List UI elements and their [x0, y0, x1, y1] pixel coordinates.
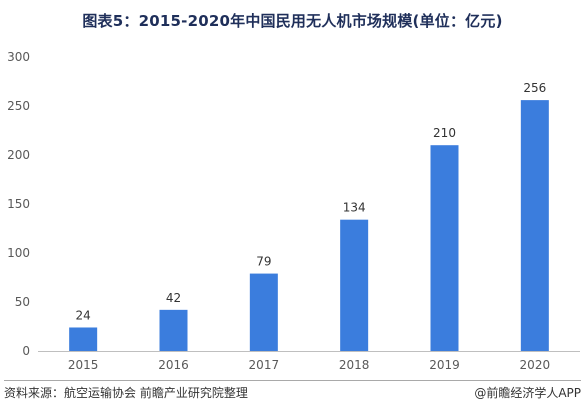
bar — [430, 145, 459, 351]
bar — [159, 309, 188, 351]
x-axis-ticks: 2015 2016 2017 2018 2019 2020 — [68, 358, 550, 372]
x-tick-label: 2018 — [339, 358, 370, 372]
y-tick-label: 150 — [7, 197, 30, 211]
bar-value-labels: 24 42 79 134 210 256 — [76, 81, 547, 322]
y-tick-label: 200 — [7, 148, 30, 162]
bar-value-label: 256 — [523, 81, 546, 95]
bar-value-label: 134 — [343, 201, 366, 215]
x-tick-label: 2019 — [429, 358, 460, 372]
y-tick-label: 250 — [7, 99, 30, 113]
footer: 资料来源：航空运输协会 前瞻产业研究院整理 @前瞻经济学人APP — [0, 380, 585, 412]
chart-title: 图表5：2015-2020年中国民用无人机市场规模(单位：亿元) — [82, 12, 503, 30]
y-tick-label: 0 — [22, 344, 30, 358]
y-tick-label: 100 — [7, 246, 30, 260]
bar — [520, 100, 549, 352]
y-tick-label: 300 — [7, 50, 30, 64]
y-axis-ticks: 0 50 100 150 200 250 300 — [7, 50, 30, 358]
credit-note: @前瞻经济学人APP — [474, 386, 581, 400]
bar-value-label: 42 — [166, 291, 181, 305]
bar — [340, 219, 369, 351]
x-tick-label: 2016 — [158, 358, 189, 372]
y-tick-label: 50 — [15, 295, 30, 309]
x-tick-label: 2020 — [520, 358, 551, 372]
bar — [249, 273, 278, 351]
bar-value-label: 24 — [76, 308, 91, 322]
bar-value-label: 79 — [256, 255, 271, 269]
x-tick-label: 2015 — [68, 358, 99, 372]
x-tick-label: 2017 — [249, 358, 280, 372]
source-note: 资料来源：航空运输协会 前瞻产业研究院整理 — [4, 386, 248, 400]
bar — [69, 327, 98, 351]
bars — [69, 100, 549, 352]
footer-divider — [4, 380, 581, 381]
bar-value-label: 210 — [433, 126, 456, 140]
